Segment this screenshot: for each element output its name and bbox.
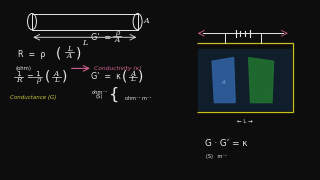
Text: A: A bbox=[53, 70, 59, 78]
Text: ohm⁻¹: ohm⁻¹ bbox=[92, 90, 108, 95]
Text: G'  =: G' = bbox=[91, 33, 111, 42]
Text: Conductivity (κ): Conductivity (κ) bbox=[94, 66, 142, 71]
Text: A: A bbox=[67, 52, 72, 60]
Bar bbox=[198, 49, 291, 110]
Text: G · G’ = κ: G · G’ = κ bbox=[205, 139, 247, 148]
Text: 1: 1 bbox=[36, 71, 40, 77]
Text: A: A bbox=[221, 80, 225, 85]
Text: A: A bbox=[130, 70, 135, 78]
Text: ρ: ρ bbox=[115, 29, 119, 37]
Text: L: L bbox=[54, 76, 59, 84]
Text: ): ) bbox=[76, 46, 82, 60]
Text: {: { bbox=[109, 87, 120, 102]
Text: (: ( bbox=[56, 46, 61, 60]
Text: (: ( bbox=[45, 70, 50, 84]
Text: A: A bbox=[114, 36, 119, 44]
Text: (: ( bbox=[122, 70, 127, 84]
Text: L: L bbox=[130, 75, 135, 83]
Text: ): ) bbox=[138, 70, 143, 84]
Text: (S): (S) bbox=[95, 94, 102, 99]
Text: G'  =  κ: G' = κ bbox=[91, 72, 121, 81]
Text: R: R bbox=[16, 76, 21, 84]
Text: 1: 1 bbox=[16, 71, 21, 77]
Text: (S)   m⁻¹: (S) m⁻¹ bbox=[206, 154, 227, 159]
Text: Conductance (G): Conductance (G) bbox=[10, 95, 56, 100]
Polygon shape bbox=[249, 58, 274, 103]
Text: ohm⁻¹ m⁻¹: ohm⁻¹ m⁻¹ bbox=[125, 96, 151, 101]
Text: ← L →: ← L → bbox=[237, 119, 253, 124]
Text: ρ: ρ bbox=[36, 76, 40, 84]
Polygon shape bbox=[212, 58, 235, 103]
Text: R  =  ρ: R = ρ bbox=[18, 50, 45, 59]
Text: ): ) bbox=[62, 70, 67, 84]
Text: L: L bbox=[82, 39, 87, 47]
Text: L: L bbox=[67, 45, 72, 53]
Text: A: A bbox=[143, 17, 149, 25]
Text: (ohm): (ohm) bbox=[16, 66, 32, 71]
Text: =: = bbox=[27, 72, 33, 81]
